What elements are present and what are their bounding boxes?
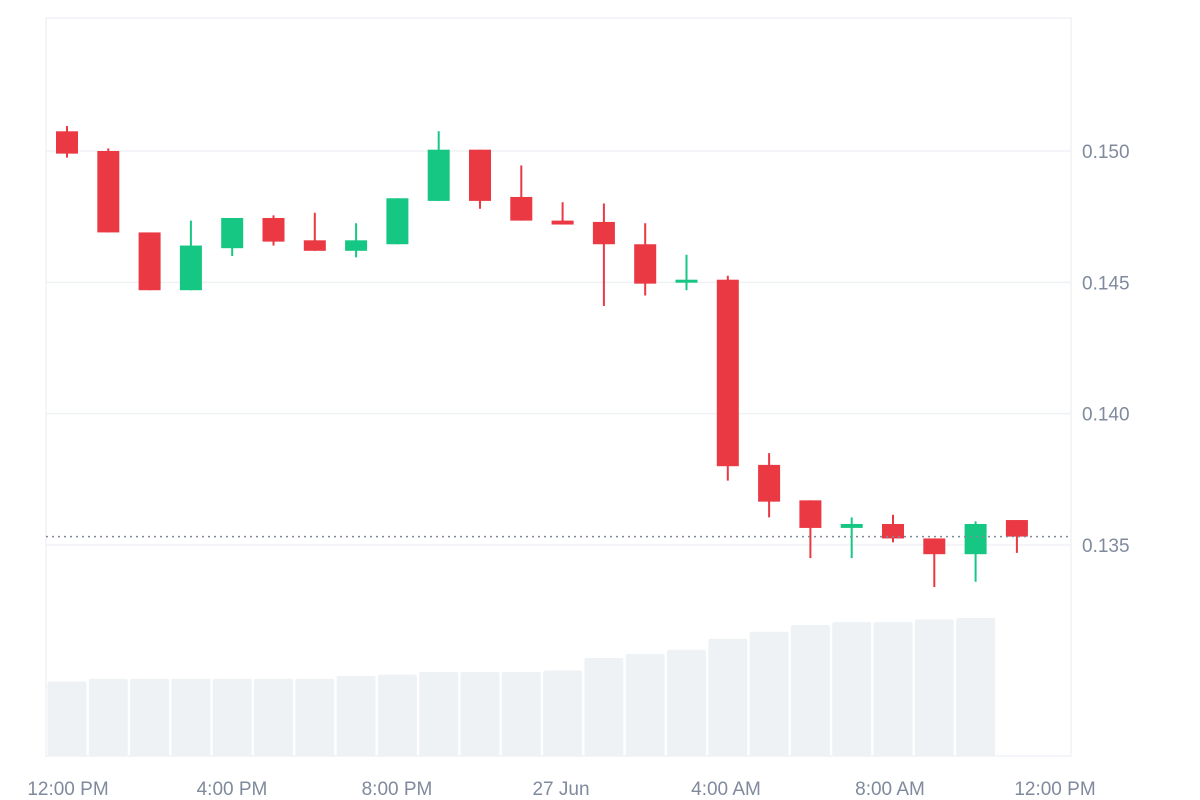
- volume-bar: [790, 624, 830, 756]
- candle-body-up: [427, 149, 450, 201]
- candle-body-up: [179, 245, 202, 291]
- x-tick-label: 4:00 AM: [691, 779, 761, 800]
- candle-body-up: [840, 523, 863, 528]
- volume-bar: [212, 678, 252, 756]
- candle-body-down: [469, 149, 491, 201]
- volume-bar: [377, 674, 417, 756]
- y-axis: 0.150 0.145 0.140 0.135: [1082, 142, 1130, 557]
- volume-bar: [667, 649, 706, 756]
- volume-bar: [584, 658, 624, 756]
- volume-bar: [914, 619, 954, 756]
- candle-body-down: [882, 523, 904, 539]
- x-tick-label: 4:00 PM: [197, 779, 268, 800]
- candle-body-down: [923, 538, 946, 555]
- candle-body-up: [221, 217, 244, 249]
- candle-body-down: [138, 232, 161, 291]
- x-axis: 12:00 PM 4:00 PM 8:00 PM 27 Jun 4:00 AM …: [27, 779, 1095, 800]
- candle-body-down: [716, 279, 739, 467]
- volume-bars: [47, 618, 996, 756]
- y-tick-label: 0.135: [1082, 536, 1130, 557]
- candle-body-down: [592, 221, 615, 245]
- volume-bar: [625, 653, 665, 756]
- candle-body-down: [758, 464, 781, 502]
- volume-bar: [749, 631, 789, 756]
- candle-body-up: [386, 198, 409, 245]
- x-tick-label: 8:00 PM: [362, 779, 433, 800]
- volume-bar: [832, 622, 872, 756]
- volume-bar: [543, 670, 583, 756]
- volume-bar: [254, 678, 293, 756]
- candle-body-down: [799, 500, 822, 528]
- candle-body-down: [551, 220, 574, 225]
- x-tick-label: 12:00 PM: [1014, 779, 1095, 800]
- candle-body-down: [634, 244, 657, 284]
- x-tick-label: 8:00 AM: [855, 779, 925, 800]
- volume-bar: [501, 671, 541, 756]
- y-tick-label: 0.145: [1082, 273, 1130, 294]
- volume-bar: [336, 675, 376, 756]
- candles: [56, 126, 1028, 588]
- volume-bar: [708, 638, 748, 756]
- candle-body-down: [262, 217, 285, 242]
- candle-body-down: [97, 151, 120, 233]
- candle-body-down: [303, 240, 326, 251]
- volume-bar: [88, 678, 128, 756]
- volume-bar: [295, 678, 335, 756]
- y-tick-label: 0.150: [1082, 142, 1130, 163]
- volume-bar: [171, 678, 211, 756]
- candle-body-down: [1005, 520, 1028, 537]
- volume-bar: [130, 678, 170, 756]
- y-tick-label: 0.140: [1082, 405, 1130, 426]
- candle-body-up: [675, 279, 698, 283]
- x-tick-label: 12:00 PM: [27, 779, 108, 800]
- candle-body-up: [964, 523, 987, 555]
- candle-body-down: [510, 196, 533, 221]
- candle-body-down: [56, 131, 78, 154]
- candle-body-up: [345, 240, 368, 251]
- volume-bar: [956, 618, 996, 756]
- volume-bar: [460, 671, 500, 756]
- x-tick-label: 27 Jun: [532, 779, 589, 800]
- volume-bar: [873, 622, 913, 756]
- volume-bar: [47, 681, 87, 756]
- volume-bar: [419, 671, 459, 756]
